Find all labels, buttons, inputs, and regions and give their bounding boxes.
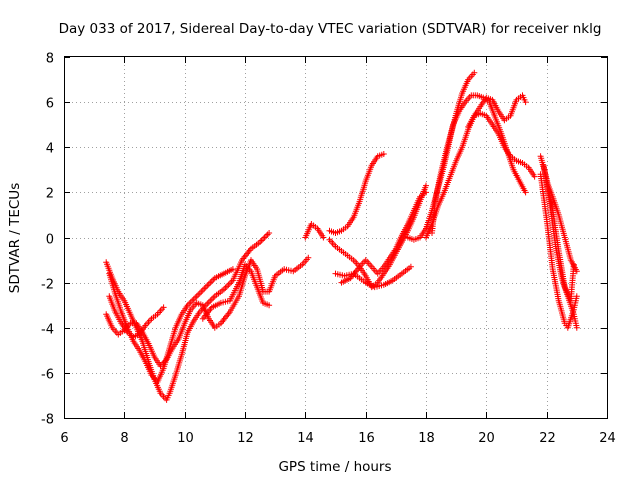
y-tick-label: 6 — [46, 97, 54, 112]
plot-frame — [64, 56, 608, 419]
x-tick-label: 22 — [539, 431, 556, 446]
data-point — [264, 231, 271, 238]
data-point — [260, 236, 267, 242]
y-tick-label: -4 — [41, 323, 54, 338]
data-point — [573, 293, 580, 300]
data-point — [207, 279, 214, 286]
data-point — [423, 182, 429, 189]
data-point — [205, 281, 212, 288]
data-point — [407, 263, 414, 270]
data-point — [573, 324, 580, 331]
data-point — [258, 237, 265, 244]
data-point — [192, 294, 199, 301]
data-point — [225, 281, 232, 288]
data-point — [226, 280, 233, 287]
x-tick-label: 8 — [120, 431, 128, 446]
y-tick-label: 8 — [46, 52, 54, 67]
series-track-7 — [326, 151, 387, 236]
data-point — [204, 300, 211, 307]
y-tick-label: 4 — [46, 142, 54, 157]
chart-title: Day 033 of 2017, Sidereal Day-to-day VTE… — [59, 21, 602, 37]
data-point — [266, 302, 273, 309]
data-point — [207, 297, 214, 304]
data-point — [222, 284, 229, 291]
y-tick-label: -2 — [41, 278, 54, 293]
series-track-5 — [199, 261, 273, 322]
data-point — [229, 266, 236, 273]
data-point — [423, 189, 429, 196]
series-track-18 — [543, 178, 580, 275]
data-point — [193, 293, 200, 300]
series-track-2 — [106, 266, 236, 385]
series-track-17 — [537, 171, 580, 331]
x-tick-label: 10 — [177, 431, 194, 446]
data-point — [320, 234, 327, 241]
data-point — [522, 99, 529, 106]
data-point — [266, 230, 273, 236]
data-point — [190, 296, 197, 303]
x-tick-label: 6 — [60, 431, 68, 446]
data-point — [208, 296, 215, 303]
data-point — [326, 236, 333, 243]
data-point — [261, 234, 268, 241]
series-track-13 — [423, 92, 529, 241]
y-tick-label: 0 — [46, 233, 54, 248]
data-point — [471, 69, 478, 76]
x-tick-label: 12 — [237, 431, 254, 446]
data-point — [522, 189, 529, 196]
data-point — [204, 282, 211, 289]
x-axis-label: GPS time / hours — [278, 459, 391, 475]
series-track-14 — [465, 110, 538, 180]
y-tick-label: 2 — [46, 187, 54, 202]
data-point — [531, 173, 538, 180]
series-track-4 — [103, 254, 312, 370]
data-point — [380, 151, 387, 157]
x-tick-label: 24 — [599, 431, 616, 446]
y-axis-label: SDTVAR / TECUs — [7, 183, 23, 293]
data-point — [208, 278, 215, 285]
data-point — [223, 283, 230, 290]
data-point — [305, 254, 312, 261]
x-tick-label: 14 — [297, 431, 314, 446]
y-tick-label: -6 — [41, 368, 54, 383]
x-tick-label: 20 — [478, 431, 495, 446]
data-point — [202, 284, 209, 291]
y-tick-label: -8 — [41, 413, 54, 428]
x-tick-label: 18 — [418, 431, 435, 446]
data-point — [201, 285, 208, 292]
data-point — [160, 304, 167, 311]
data-point — [573, 268, 580, 275]
x-tick-label: 16 — [358, 431, 375, 446]
data-point — [205, 299, 212, 306]
series-track-6 — [302, 221, 327, 241]
series-track-10 — [338, 189, 429, 286]
data-point — [210, 294, 217, 301]
data-points — [103, 69, 580, 403]
